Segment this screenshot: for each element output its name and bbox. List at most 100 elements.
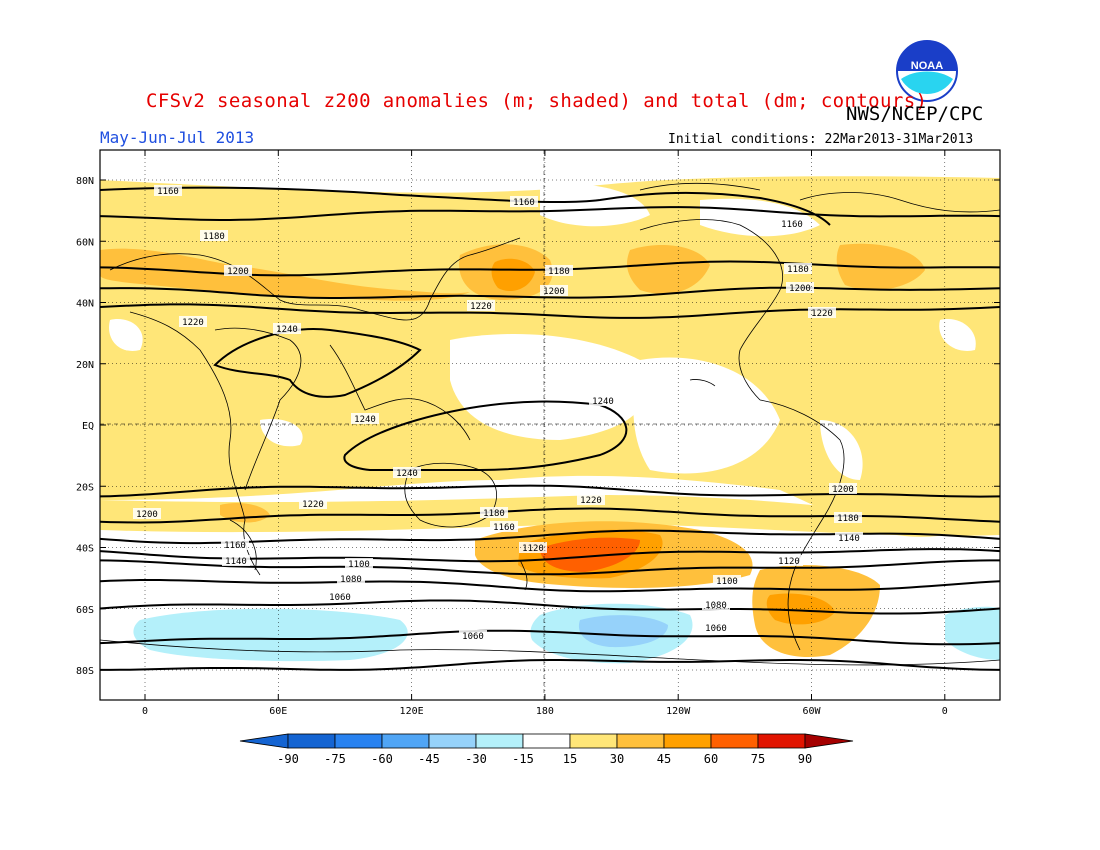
contour-label-bg — [467, 300, 495, 311]
contour-label-bg — [702, 599, 730, 610]
contour-label-bg — [713, 575, 741, 586]
contour-label: 1240 — [276, 325, 298, 335]
contour-label-bg — [540, 285, 568, 296]
contour-label: 1080 — [705, 601, 727, 611]
colorbar-label: -60 — [371, 752, 393, 766]
colorbar-label: 60 — [704, 752, 718, 766]
contour-1220 — [100, 303, 1000, 319]
contour-label: 1180 — [787, 265, 809, 275]
contour-label-bg — [224, 265, 252, 276]
noaa-logo: NOAA — [896, 40, 958, 102]
contour-label: 1200 — [832, 485, 854, 495]
lat-tick-label: 80N — [76, 176, 94, 187]
contour-label: 1180 — [203, 232, 225, 242]
contour-label-bg — [200, 230, 228, 241]
contour-label: 1180 — [548, 267, 570, 277]
contour-label-bg — [337, 573, 365, 584]
contour-label: 1200 — [543, 287, 565, 297]
lon-tick-label: 120W — [666, 706, 691, 717]
lon-tick-label: 0 — [942, 706, 948, 717]
colorbar-swatch — [757, 733, 806, 749]
colorbar-swatch — [710, 733, 759, 749]
latitude-axis: 80N 60N 40N 20N EQ 20S 40S 60S 80S — [76, 176, 1000, 677]
contour-label-bg — [702, 622, 730, 633]
agency-label: NWS/NCEP/CPC — [846, 103, 984, 125]
lat-tick-label: 60N — [76, 237, 94, 248]
contour-label-bg — [510, 196, 538, 207]
contour-label-bg — [834, 512, 862, 523]
contour-label: 1220 — [580, 496, 602, 506]
contour-label-bg — [133, 508, 161, 519]
lat-tick-label: 40S — [76, 544, 94, 555]
season-label: May-Jun-Jul 2013 — [100, 128, 255, 147]
contour-label: 1160 — [513, 198, 535, 208]
contour-label-bg — [808, 307, 836, 318]
lon-tick-label: 120E — [400, 706, 424, 717]
logo-text: NOAA — [911, 60, 943, 72]
contour-label: 1180 — [837, 514, 859, 524]
colorbar-label: -30 — [465, 752, 487, 766]
lat-tick-label: 20N — [76, 360, 94, 371]
contour-1080 — [100, 629, 1000, 646]
contour-label-bg — [221, 539, 249, 550]
contour-label-bg — [490, 521, 518, 532]
contour-1120 — [100, 579, 1000, 593]
contour-label: 1220 — [182, 318, 204, 328]
colorbar-swatch — [616, 733, 665, 749]
contour-1100 — [100, 599, 1000, 615]
coastlines — [100, 182, 1000, 666]
colorbar-swatch — [475, 733, 524, 749]
colorbar-swatch — [287, 733, 336, 749]
contour-label-bg — [179, 316, 207, 327]
contour-label: 1240 — [354, 415, 376, 425]
contour-label: 1200 — [227, 267, 249, 277]
colorbar-arrow-right — [804, 733, 854, 749]
contour-label: 1120 — [522, 544, 544, 554]
lat-tick-label: 20S — [76, 482, 94, 493]
contour-labels: 1160 1160 1160 1180 1180 1180 1200 1200 1200 1220… — [133, 185, 863, 642]
contour-label-bg — [351, 413, 379, 424]
initial-conditions-label: Initial conditions: 22Mar2013-31Mar2013 — [668, 132, 974, 147]
colorbar-label: 75 — [751, 752, 765, 766]
contour-label-bg — [545, 265, 573, 276]
contour-label: 1220 — [302, 500, 324, 510]
colorbar-swatch — [334, 733, 383, 749]
contour-label-bg — [784, 263, 812, 274]
colorbar-swatch — [569, 733, 618, 749]
contour-label-bg — [786, 282, 814, 293]
contour-1140 — [100, 559, 1000, 576]
contour-label: 1200 — [136, 510, 158, 520]
lat-tick-label: 60S — [76, 605, 94, 616]
contour-label-bg — [829, 483, 857, 494]
contour-label-bg — [775, 555, 803, 566]
contour-label-bg — [589, 395, 617, 406]
lon-tick-label: 180 — [536, 706, 554, 717]
contour-label-bg — [459, 630, 487, 641]
chart-title: CFSv2 seasonal z200 anomalies (m; shaded… — [146, 90, 928, 112]
contour-label: 1160 — [224, 541, 246, 551]
colorbar-label: 90 — [798, 752, 812, 766]
contour-label-bg — [326, 591, 354, 602]
contour-label-bg — [345, 558, 373, 569]
colorbar-label: 15 — [563, 752, 577, 766]
contour-label-bg — [778, 218, 806, 229]
colorbar-swatch — [428, 733, 477, 749]
lat-tick-label: 40N — [76, 299, 94, 310]
contour-label: 1100 — [716, 577, 738, 587]
contour-label: 1160 — [493, 523, 515, 533]
colorbar-swatch — [663, 733, 712, 749]
lat-tick-label: 80S — [76, 666, 94, 677]
contour-label: 1180 — [483, 509, 505, 519]
colorbar-swatch — [522, 733, 571, 749]
contour-label: 1100 — [348, 560, 370, 570]
contour-1200 — [100, 286, 1000, 299]
colorbar-swatch — [381, 733, 430, 749]
colorbar-label: -15 — [512, 752, 534, 766]
colorbar-label: 45 — [657, 752, 671, 766]
contour-label-bg — [835, 532, 863, 543]
contour-label: 1060 — [329, 593, 351, 603]
lon-tick-label: 0 — [142, 706, 148, 717]
contour-label: 1060 — [462, 632, 484, 642]
contour-label-bg — [577, 494, 605, 505]
